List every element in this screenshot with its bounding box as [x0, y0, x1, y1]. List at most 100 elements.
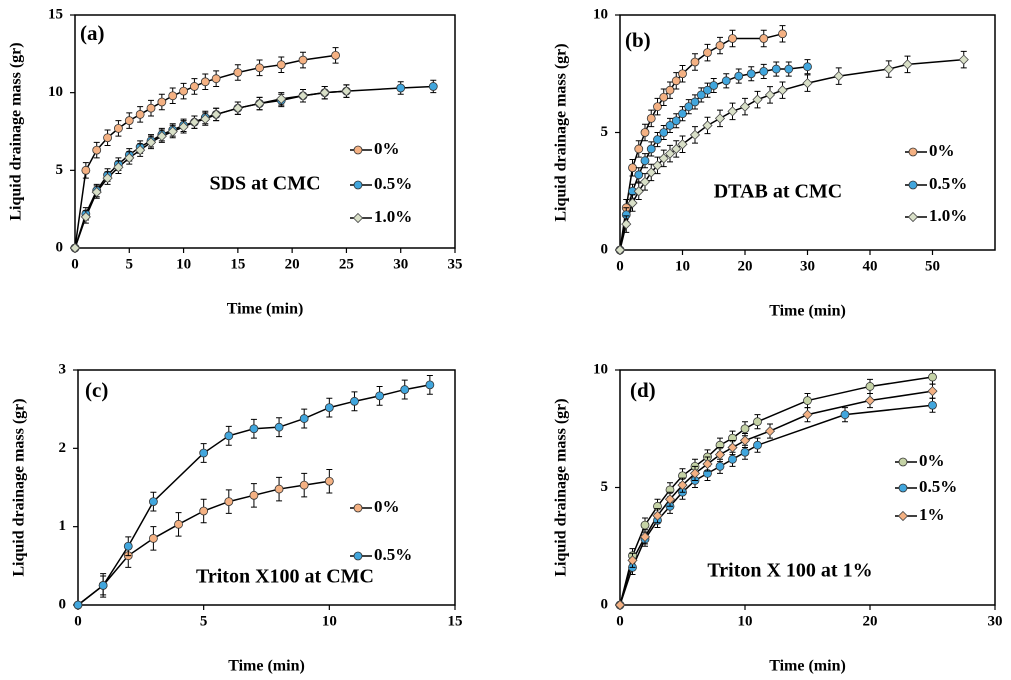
marker [634, 144, 644, 154]
marker [883, 63, 894, 75]
marker [297, 90, 309, 101]
marker [168, 91, 178, 101]
marker [740, 424, 750, 434]
marker [865, 382, 875, 391]
marker [702, 120, 713, 131]
marker [614, 244, 626, 256]
marker [727, 442, 738, 453]
marker [167, 126, 178, 137]
marker [690, 57, 700, 67]
marker [752, 94, 763, 105]
marker [274, 484, 284, 494]
marker [299, 480, 309, 490]
y-tick-label: 0 [56, 239, 64, 255]
marker [802, 409, 813, 420]
marker [299, 414, 309, 423]
marker [778, 29, 787, 39]
marker [614, 599, 626, 611]
marker [640, 156, 650, 166]
marker [113, 162, 124, 173]
marker [189, 117, 200, 128]
marker [696, 90, 706, 100]
marker [665, 85, 675, 95]
marker [178, 121, 189, 132]
marker [224, 497, 234, 507]
marker [658, 153, 669, 164]
marker [80, 211, 91, 222]
y-tick-label: 2 [59, 440, 67, 456]
x-tick-label: 50 [925, 258, 940, 274]
marker [677, 139, 688, 150]
marker [640, 128, 650, 137]
marker [428, 82, 438, 91]
marker [715, 461, 725, 471]
marker [671, 76, 681, 86]
marker [249, 490, 259, 500]
marker [709, 81, 719, 90]
marker [727, 106, 738, 117]
panel-label: (b) [625, 28, 651, 52]
legend-label: 0.5% [374, 174, 412, 193]
marker [907, 211, 919, 223]
marker [233, 68, 243, 77]
marker [276, 60, 286, 70]
marker [114, 123, 123, 133]
marker [640, 520, 650, 530]
marker [232, 103, 243, 114]
annotation: SDS at CMC [209, 173, 320, 195]
y-tick-label: 0 [601, 241, 609, 257]
annotation: DTAB at CMC [714, 181, 843, 203]
marker [352, 212, 364, 224]
marker [633, 186, 644, 197]
x-tick-label: 10 [738, 613, 753, 629]
marker [634, 170, 644, 180]
x-tick-label: 0 [616, 613, 624, 629]
x-tick-label: 0 [71, 256, 79, 272]
marker [897, 510, 909, 522]
legend-label: 1.0% [929, 206, 967, 225]
marker [639, 176, 651, 187]
marker [690, 97, 700, 107]
y-axis-title: Liquid drainage mass (gr) [553, 43, 570, 221]
x-tick-label: 30 [800, 258, 815, 274]
marker [353, 551, 363, 561]
marker [898, 483, 908, 493]
panel: 0 10 20 30 40 50 0 5 10 Time (min) Liquid drainage… [553, 6, 996, 320]
marker [728, 454, 737, 464]
marker [179, 86, 188, 96]
x-tick-label: 20 [863, 613, 878, 629]
marker [396, 83, 406, 93]
marker [91, 187, 102, 198]
marker [224, 431, 234, 441]
marker [833, 71, 844, 82]
marker [746, 69, 756, 79]
marker [145, 137, 157, 148]
y-axis-title: Liquid drainage mass (gr) [11, 398, 28, 576]
y-tick-label: 10 [593, 6, 608, 22]
marker [927, 386, 938, 397]
y-tick-label: 0 [601, 596, 609, 612]
x-tick-label: 20 [738, 258, 753, 274]
marker [254, 98, 265, 109]
marker [759, 34, 769, 43]
x-tick-label: 40 [863, 258, 878, 274]
marker [802, 78, 813, 89]
marker [898, 457, 908, 467]
legend-label: 0% [374, 139, 400, 158]
marker [211, 74, 221, 84]
marker [341, 86, 352, 97]
legend-label: 0.5% [919, 477, 957, 496]
marker [671, 116, 681, 126]
marker [124, 116, 134, 126]
marker [664, 148, 676, 159]
marker [73, 600, 83, 610]
marker [81, 165, 91, 175]
marker [69, 242, 81, 254]
panel-label: (c) [85, 378, 108, 402]
panel-label: (a) [80, 21, 105, 45]
marker [103, 133, 112, 143]
marker [200, 77, 210, 87]
marker [753, 417, 762, 427]
plot-frame [77, 369, 456, 606]
marker [255, 63, 264, 73]
